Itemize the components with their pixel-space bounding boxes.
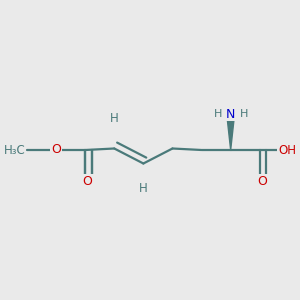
Text: OH: OH	[278, 143, 296, 157]
Text: H: H	[213, 109, 222, 119]
Text: N: N	[226, 107, 235, 121]
Polygon shape	[227, 116, 234, 150]
Text: O: O	[257, 175, 267, 188]
Text: O: O	[51, 143, 61, 156]
Text: O: O	[82, 175, 92, 188]
Text: H: H	[110, 112, 119, 125]
Text: H₃C: H₃C	[4, 143, 26, 157]
Text: H: H	[240, 109, 248, 119]
Text: H: H	[139, 182, 148, 196]
